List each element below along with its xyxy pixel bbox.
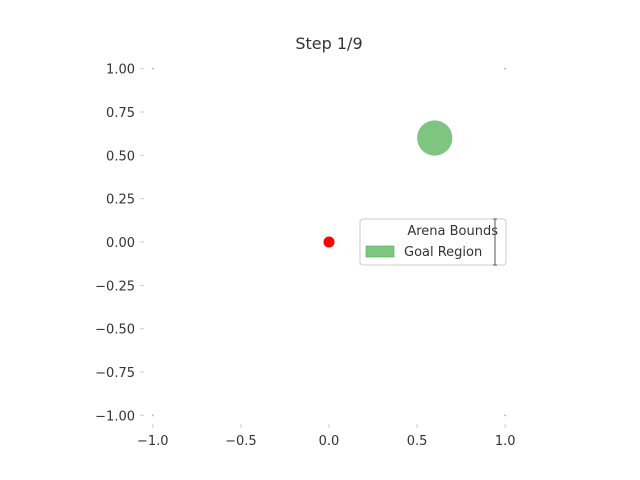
x-tick-label: −0.5 (225, 434, 257, 449)
chart-title: Step 1/9 (295, 34, 362, 53)
arena-bounds-corner (151, 414, 154, 417)
y-tick-label: 0.25 (106, 193, 135, 208)
y-tick-label: −0.25 (95, 279, 135, 294)
y-tick-label: −1.00 (95, 409, 135, 424)
y-tick-label: 0.75 (106, 106, 135, 121)
y-tick-label: −0.75 (95, 366, 135, 381)
y-tick-label: 0.00 (106, 236, 135, 251)
x-tick-label: 0.5 (407, 434, 428, 449)
agent-point (323, 236, 335, 248)
arena-bounds-corner (504, 67, 507, 70)
legend-label-arena-bounds: Arena Bounds (407, 224, 498, 239)
goal-region (417, 120, 453, 156)
legend-box (359, 218, 507, 266)
legend-swatch-goal-region (365, 245, 395, 258)
y-tick-label: −0.50 (95, 323, 135, 338)
x-tick-label: 0.0 (319, 434, 340, 449)
arena-bounds-corner (504, 414, 507, 417)
legend-label-goal-region: Goal Region (404, 245, 482, 260)
x-tick-label: 1.0 (495, 434, 516, 449)
y-tick-label: 0.50 (106, 149, 135, 164)
y-tick-label: 1.00 (106, 63, 135, 78)
arena-bounds-corner (151, 67, 154, 70)
x-tick-label: −1.0 (137, 434, 169, 449)
